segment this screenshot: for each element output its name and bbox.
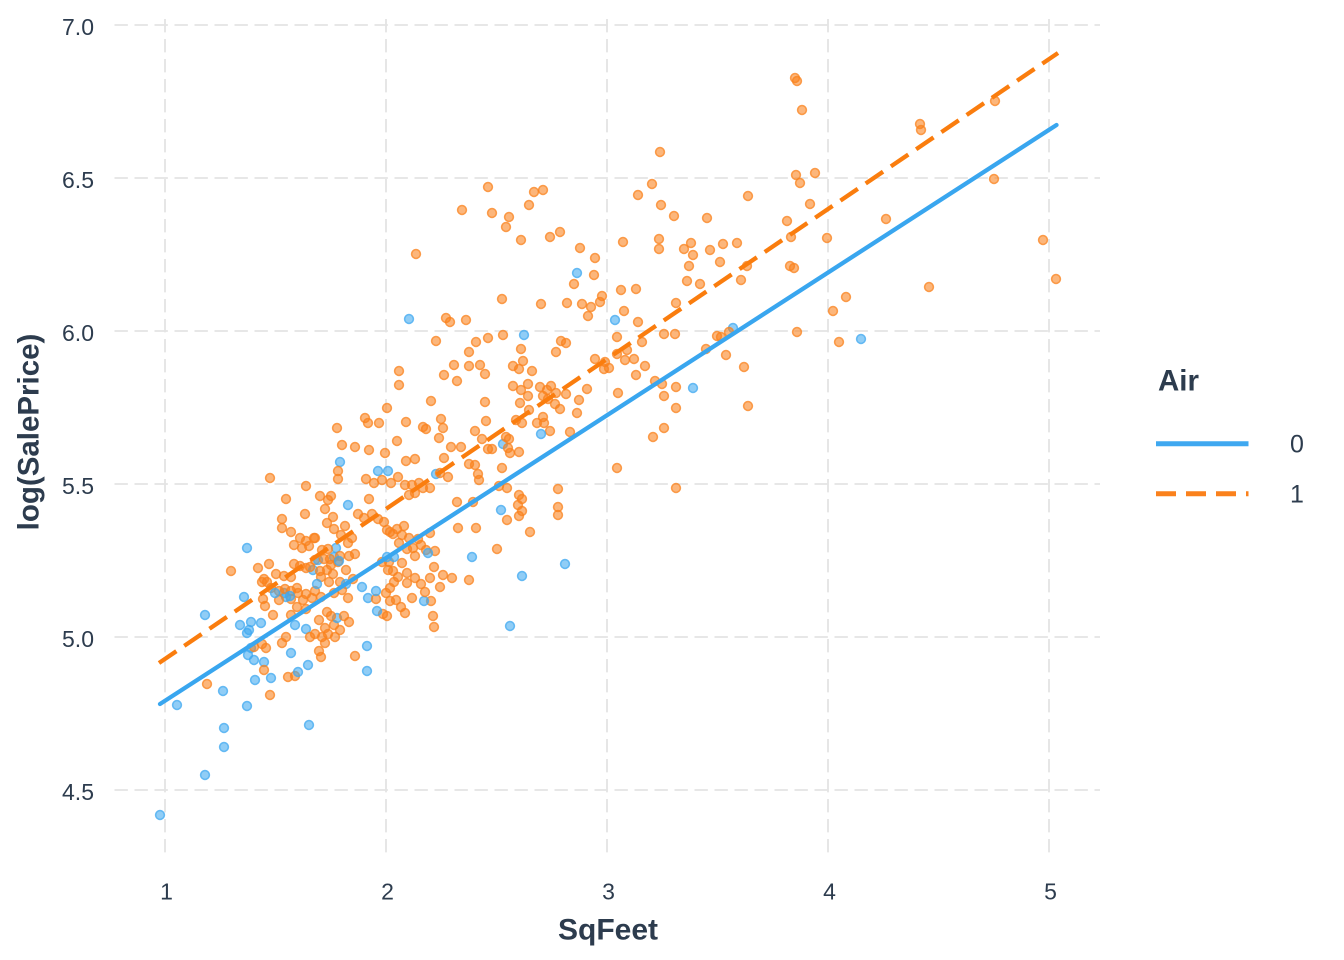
- svg-text:2: 2: [381, 879, 394, 905]
- svg-text:7.0: 7.0: [62, 14, 94, 40]
- svg-text:5.0: 5.0: [62, 626, 94, 652]
- svg-text:4: 4: [823, 879, 836, 905]
- svg-text:6.5: 6.5: [62, 167, 94, 193]
- svg-text:6.0: 6.0: [62, 320, 94, 346]
- svg-text:5.5: 5.5: [62, 473, 94, 499]
- svg-text:4.5: 4.5: [62, 779, 94, 805]
- svg-text:3: 3: [602, 879, 615, 905]
- svg-text:log(SalePrice): log(SalePrice): [13, 334, 46, 531]
- svg-text:1: 1: [160, 879, 173, 905]
- svg-text:0: 0: [1290, 430, 1304, 458]
- svg-text:1: 1: [1290, 480, 1304, 508]
- svg-text:Air: Air: [1158, 365, 1200, 398]
- svg-text:SqFeet: SqFeet: [558, 914, 658, 947]
- svg-text:5: 5: [1044, 879, 1057, 905]
